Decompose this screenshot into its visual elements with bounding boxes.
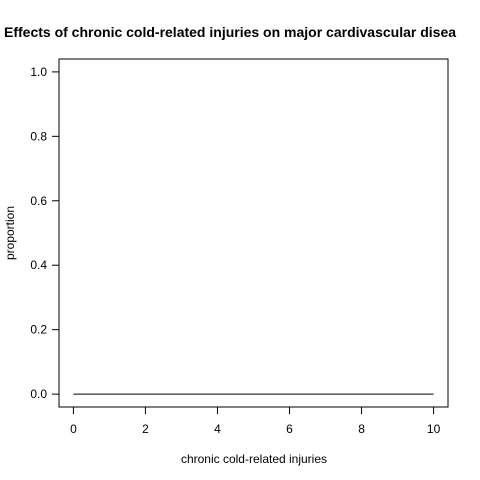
x-tick-label: 4 — [214, 422, 221, 436]
x-tick-label: 6 — [286, 422, 293, 436]
x-tick-label: 2 — [142, 422, 149, 436]
y-tick-label: 0.0 — [30, 387, 47, 401]
y-tick-label: 0.4 — [30, 258, 47, 272]
y-tick-label: 0.8 — [30, 129, 47, 143]
y-tick-label: 0.6 — [30, 194, 47, 208]
y-tick-label: 0.2 — [30, 323, 47, 337]
y-axis-label: proportion — [3, 206, 17, 260]
x-axis: 0 2 4 6 8 10 — [70, 406, 441, 436]
x-tick-label: 10 — [427, 422, 441, 436]
x-tick-label: 0 — [70, 422, 77, 436]
chart-title: Effects of chronic cold-related injuries… — [4, 24, 456, 40]
x-tick-label: 8 — [358, 422, 365, 436]
x-axis-label: chronic cold-related injuries — [181, 452, 327, 466]
y-tick-label: 1.0 — [30, 65, 47, 79]
y-axis: 0.0 0.2 0.4 0.6 0.8 1.0 — [30, 65, 60, 401]
